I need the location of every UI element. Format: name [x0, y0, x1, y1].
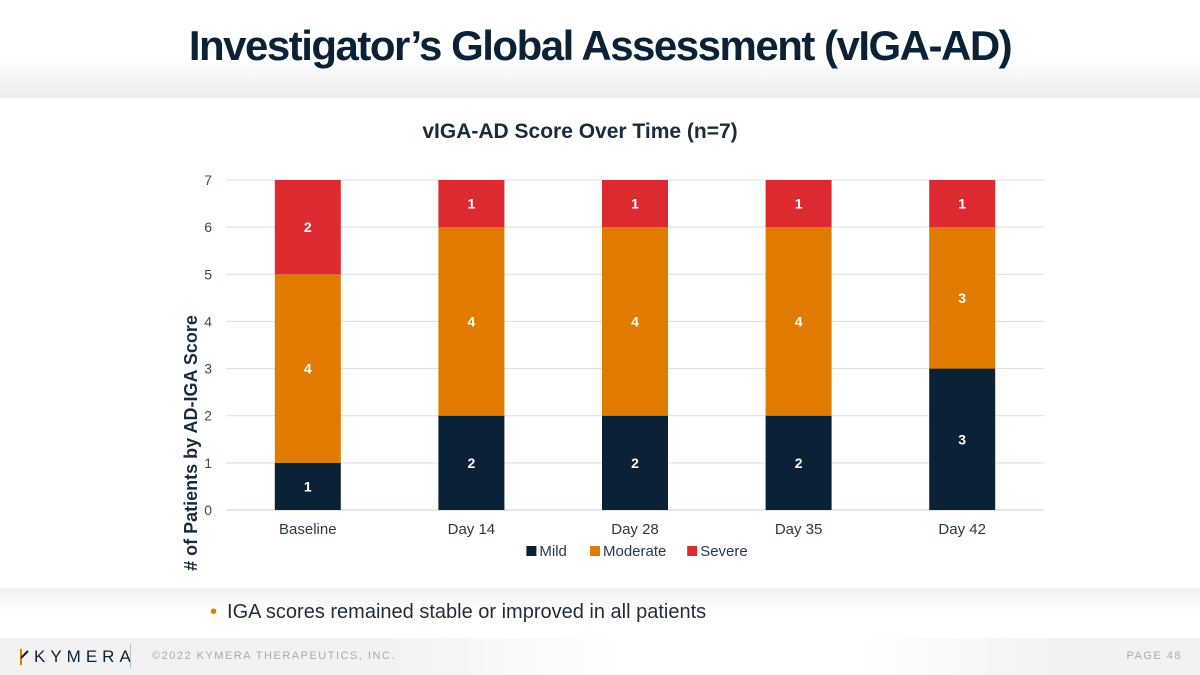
x-tick-label: Day 14: [448, 521, 496, 538]
x-tick-label: Day 42: [938, 521, 986, 538]
legend-swatch: [526, 546, 537, 556]
data-label: 4: [795, 313, 803, 329]
data-label: 1: [795, 196, 803, 212]
bullet-text: IGA scores remained stable or improved i…: [227, 601, 707, 623]
copyright: ©2022 KYMERA THERAPEUTICS, INC.: [152, 650, 396, 662]
y-tick-label: 5: [204, 266, 212, 282]
bar-severe: [602, 180, 668, 228]
data-label: 1: [468, 196, 476, 212]
footer-divider: [130, 644, 131, 668]
y-axis-label: # of Patients by AD-IGA Score: [181, 315, 201, 571]
bar-mild: [274, 462, 341, 510]
x-tick-label: Baseline: [279, 521, 337, 538]
legend-label: Mild: [539, 543, 567, 560]
y-tick-label: 0: [204, 502, 212, 518]
bullet-point: • IGA scores remained stable or improved …: [210, 601, 706, 624]
bar-severe: [274, 180, 341, 275]
bar-moderate: [438, 227, 505, 416]
page-number: PAGE 48: [1126, 650, 1182, 662]
y-tick-label: 3: [204, 361, 212, 377]
y-tick-label: 2: [204, 408, 212, 424]
bar-moderate: [765, 227, 832, 416]
data-label: 2: [468, 455, 476, 471]
legend-swatch: [590, 546, 600, 556]
data-label: 2: [304, 219, 312, 235]
bullet-dot-icon: •: [210, 601, 218, 623]
data-label: 4: [631, 313, 639, 329]
data-label: 2: [795, 455, 803, 471]
bar-mild: [602, 415, 668, 510]
data-label: 3: [958, 431, 966, 447]
data-label: 1: [958, 196, 966, 212]
kymera-mark-icon: [20, 649, 29, 665]
bar-moderate: [602, 227, 668, 416]
bar-severe: [765, 180, 832, 228]
data-label: 1: [304, 478, 312, 494]
y-tick-label: 7: [204, 172, 212, 188]
kymera-logo: KYMERA: [18, 647, 136, 667]
x-tick-label: Day 28: [611, 521, 659, 538]
bar-moderate: [929, 227, 996, 369]
x-tick-label: Day 35: [775, 521, 823, 538]
y-tick-label: 1: [204, 455, 212, 471]
y-tick-label: 4: [204, 313, 212, 329]
bar-severe: [929, 180, 996, 228]
data-label: 4: [468, 313, 476, 329]
bar-mild: [438, 415, 505, 510]
slide-title: Investigator’s Global Assessment (vIGA-A…: [188, 22, 1013, 69]
legend-label: Moderate: [603, 543, 666, 560]
bar-moderate: [274, 274, 341, 463]
y-tick-label: 6: [204, 219, 212, 235]
logo-text: KYMERA: [34, 647, 136, 666]
data-label: 3: [958, 290, 966, 306]
chart-title: vIGA-AD Score Over Time (n=7): [422, 120, 737, 143]
bullet-band: [0, 588, 1200, 638]
title-band: [0, 0, 1200, 98]
data-label: 1: [631, 196, 639, 212]
data-label: 4: [304, 361, 312, 377]
stacked-bar-chart: vIGA-AD Score Over Time (n=7) # of Patie…: [181, 120, 1044, 571]
bar-mild: [765, 415, 832, 510]
bar-mild: [929, 368, 996, 510]
data-label: 2: [631, 455, 639, 471]
bar-severe: [438, 180, 505, 228]
legend-label: Severe: [700, 543, 748, 560]
footer: [0, 638, 1200, 675]
legend-swatch: [687, 546, 698, 556]
